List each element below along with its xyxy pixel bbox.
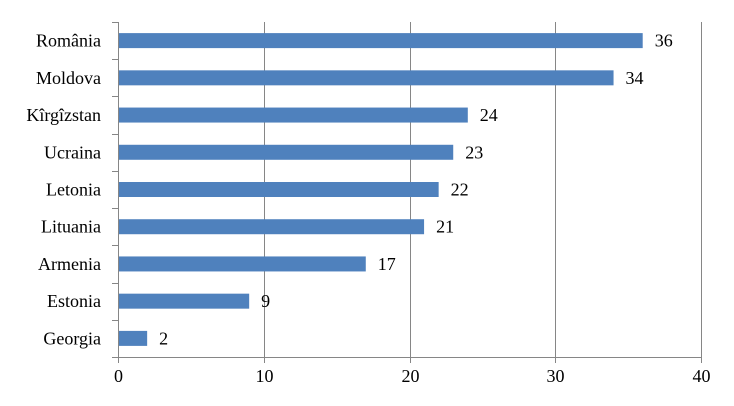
data-label: 36: [655, 31, 673, 51]
category-label: Letonia: [46, 180, 101, 200]
category-label: Moldova: [36, 68, 101, 88]
axes: [112, 22, 702, 363]
category-label: Georgia: [43, 328, 101, 348]
bar: [118, 33, 643, 49]
x-tick-label: 10: [256, 366, 274, 386]
x-tick-label: 0: [114, 366, 123, 386]
category-label: Armenia: [38, 254, 101, 274]
x-tick-label: 40: [693, 366, 711, 386]
category-label: Lituania: [41, 217, 101, 237]
bars: [118, 33, 643, 346]
category-label: Kîrgîzstan: [26, 105, 101, 125]
bar: [118, 330, 148, 346]
data-label: 9: [261, 291, 270, 311]
x-tick-labels: 0 10 20 30 40: [114, 366, 711, 386]
bar: [118, 293, 250, 309]
bar: [118, 107, 468, 123]
data-label: 21: [436, 217, 454, 237]
category-labels: România Moldova Kîrgîzstan Ucraina Letonia Li…: [26, 31, 101, 349]
bar: [118, 182, 439, 197]
bar: [118, 144, 454, 160]
category-label: Estonia: [47, 291, 101, 311]
bar: [118, 219, 425, 235]
data-label: 23: [465, 142, 483, 162]
bar: [118, 70, 614, 86]
value-labels: 36 34 24 23 22 21 17 9 2: [159, 31, 673, 349]
data-label: 24: [480, 105, 498, 125]
x-tick-label: 20: [402, 366, 420, 386]
category-label: Ucraina: [44, 142, 101, 162]
x-tick-label: 30: [547, 366, 565, 386]
data-label: 34: [626, 68, 644, 88]
data-label: 17: [378, 254, 396, 274]
data-label: 22: [451, 180, 469, 200]
bar: [118, 256, 366, 272]
data-label: 2: [159, 328, 168, 348]
category-label: România: [36, 31, 101, 51]
